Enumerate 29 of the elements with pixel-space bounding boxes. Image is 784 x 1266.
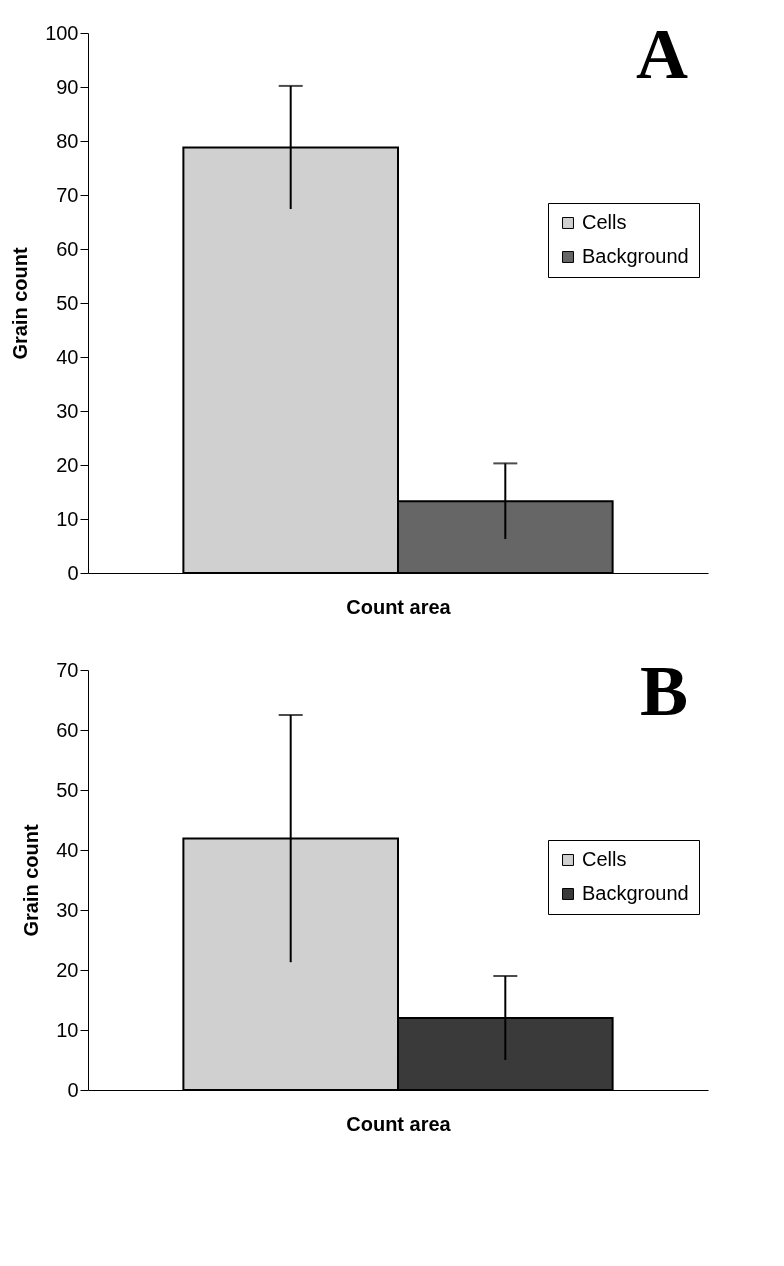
y-tick-label: 40 — [56, 838, 79, 861]
y-tick-label: 40 — [56, 345, 79, 368]
y-tick-label: 90 — [56, 75, 79, 98]
chart-title: A — [636, 14, 688, 94]
y-tick-label: 30 — [56, 399, 79, 422]
y-tick-label: 70 — [56, 183, 79, 206]
chart-title: B — [639, 651, 688, 731]
y-tick-label: 100 — [45, 21, 79, 44]
y-tick-label: 30 — [56, 898, 79, 921]
y-tick-label: 50 — [56, 291, 79, 314]
y-tick-label: 10 — [56, 507, 79, 530]
legend-label: Background — [582, 245, 689, 267]
y-tick-label: 0 — [67, 561, 79, 584]
y-tick-label: 10 — [56, 1018, 79, 1041]
legend-label: Background — [582, 882, 689, 904]
legend-label: Cells — [582, 211, 627, 233]
y-tick-label: 60 — [56, 237, 79, 260]
y-axis-title: Grain count — [20, 824, 43, 937]
y-tick-label: 50 — [56, 778, 79, 801]
y-tick-label: 70 — [56, 658, 79, 681]
x-axis-title: Count area — [346, 1112, 452, 1135]
y-axis-title: Grain count — [9, 247, 32, 360]
y-tick-label: 60 — [56, 718, 79, 741]
x-axis-title: Count area — [346, 595, 452, 618]
y-tick-label: 20 — [56, 453, 79, 476]
legend-label: Cells — [582, 848, 627, 870]
y-tick-label: 20 — [56, 958, 79, 981]
y-tick-label: 0 — [67, 1078, 79, 1101]
y-tick-label: 80 — [56, 129, 79, 152]
